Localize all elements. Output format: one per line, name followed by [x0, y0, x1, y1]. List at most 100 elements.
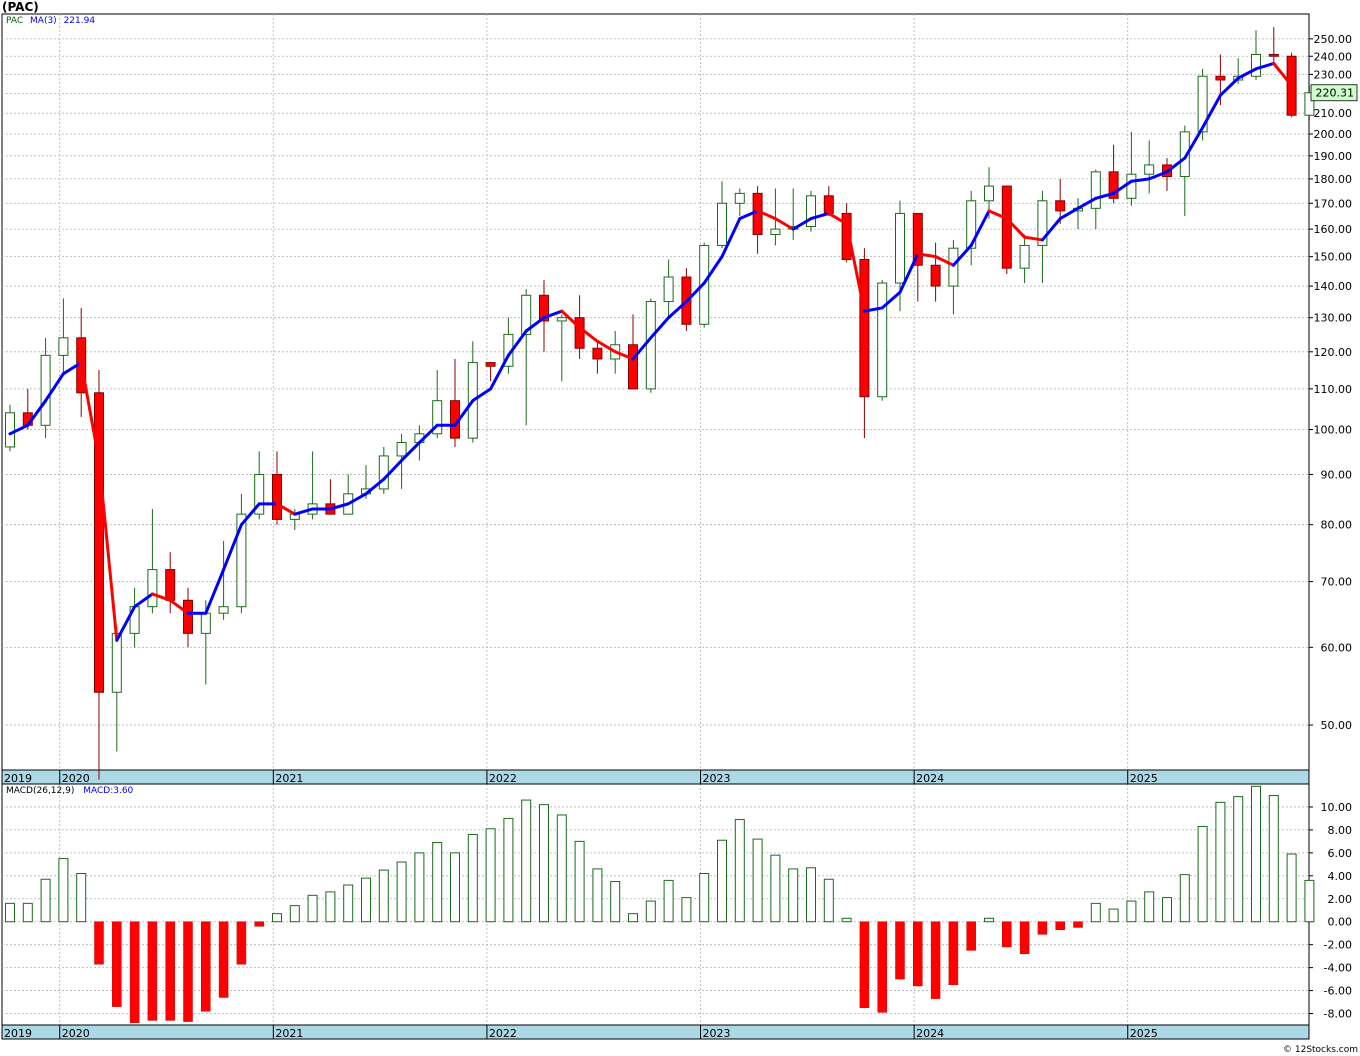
candle-body: [1090, 171, 1101, 209]
price-y-tick-label: 250.00: [1314, 33, 1353, 46]
last-price-label: 220.31: [1316, 87, 1355, 100]
ma3-segment: [239, 502, 261, 527]
macd-x-tick-label: 2020: [62, 1027, 90, 1040]
ma3-segment: [1236, 67, 1258, 80]
macd-bar: [877, 921, 887, 1013]
price-y-tick-label: 240.00: [1314, 50, 1353, 63]
candle-body: [378, 455, 389, 490]
ma3-segment: [667, 300, 688, 320]
price-y-tick-label: 100.00: [1314, 424, 1353, 437]
price-y-tick-label: 120.00: [1314, 346, 1353, 359]
candle-body: [5, 412, 15, 448]
ma3-segment: [1201, 93, 1222, 130]
macd-bar: [307, 894, 318, 923]
macd-bar: [1304, 879, 1315, 923]
price-y-tick-label: 140.00: [1314, 280, 1353, 293]
ma3-segment: [489, 353, 510, 391]
ma3-segment: [560, 309, 582, 330]
price-y-tick-label: 110.00: [1314, 383, 1353, 396]
legend-ma-label: MA(3): [30, 16, 57, 26]
ma3-segment: [720, 217, 742, 259]
ma3-segment: [613, 350, 635, 361]
ma3-segment: [649, 316, 671, 340]
ma3-segment: [987, 209, 1009, 221]
ma3-segment: [44, 372, 65, 403]
candle-body: [218, 606, 229, 614]
price-x-tick-label: 2021: [275, 772, 303, 785]
price-x-tick-label: 2025: [1130, 772, 1158, 785]
candle-body: [592, 347, 603, 360]
candle-body: [1179, 131, 1190, 178]
ma3-segment: [1076, 196, 1098, 210]
macd-bar: [966, 921, 976, 951]
legend-macd-name: MACD(26,12,9): [6, 786, 75, 796]
candle-body: [58, 337, 69, 356]
ma3-segment: [898, 252, 920, 294]
macd-y-tick-label: -8.00: [1324, 1008, 1352, 1021]
candle-body: [806, 195, 816, 227]
candle-body: [1108, 171, 1119, 199]
candle-body: [521, 294, 532, 335]
macd-bar: [806, 867, 816, 923]
price-x-tick-label: 2020: [62, 772, 90, 785]
ma3-segment: [382, 458, 404, 481]
ma3-segment: [756, 209, 777, 221]
macd-bar: [325, 891, 336, 923]
price-y-tick-label: 130.00: [1314, 312, 1353, 325]
candle-body: [877, 282, 888, 398]
macd-bar: [76, 873, 87, 923]
ma3-segment: [1058, 206, 1080, 221]
ma3-segment: [1129, 177, 1151, 183]
macd-bar: [218, 921, 229, 998]
candle-body: [432, 400, 443, 435]
candle-body: [396, 442, 407, 457]
macd-bar: [396, 861, 407, 923]
ma3-segment: [222, 523, 243, 572]
price-y-tick-label: 80.00: [1321, 519, 1353, 532]
macd-bar: [1073, 921, 1083, 928]
macd-bar: [930, 921, 941, 999]
ma3-segment: [578, 326, 599, 343]
price-x-axis-bar: [1, 769, 1310, 785]
ma3-segment: [275, 502, 297, 516]
candle-body: [1001, 185, 1012, 269]
macd-bar: [521, 799, 532, 923]
candle-body: [823, 195, 834, 214]
ma3-segment: [951, 243, 973, 267]
macd-bar: [94, 921, 104, 965]
macd-x-tick-label: 2024: [916, 1027, 944, 1040]
candle-body: [165, 569, 176, 601]
macd-legend: MACD(26,12,9) MACD:3.60: [6, 786, 133, 796]
macd-bar: [165, 921, 175, 1021]
price-legend: PAC MA(3) 221.94: [6, 16, 95, 26]
candle-body: [841, 212, 852, 261]
candle-body: [556, 317, 567, 322]
macd-bar: [859, 921, 870, 1009]
price-y-tick-label: 50.00: [1321, 719, 1353, 732]
macd-bar: [681, 897, 692, 923]
price-y-tick-label: 200.00: [1314, 128, 1353, 141]
macd-bar: [289, 905, 300, 923]
price-x-tick-label: 2022: [489, 772, 517, 785]
macd-bar: [1090, 902, 1101, 923]
ma3-segment: [595, 339, 617, 354]
macd-bar: [1126, 900, 1137, 923]
candle-body: [912, 212, 923, 266]
macd-bar: [183, 921, 193, 1022]
ma3-segment: [26, 399, 48, 427]
macd-bar: [1108, 908, 1119, 923]
macd-bar: [574, 840, 585, 923]
legend-symbol: PAC: [6, 16, 24, 26]
macd-bar: [592, 868, 603, 923]
macd-y-tick-label: 8.00: [1328, 824, 1353, 837]
macd-bar: [201, 921, 211, 1012]
ma3-segment: [8, 423, 30, 436]
ma3-segment: [79, 361, 101, 462]
candle-body: [1251, 53, 1261, 77]
macd-bar: [1197, 825, 1208, 923]
ma3-segment: [506, 329, 528, 357]
candle-body: [752, 192, 763, 235]
ma3-segment: [1147, 170, 1169, 181]
macd-bar: [58, 858, 69, 923]
ma3-segment: [150, 592, 172, 602]
